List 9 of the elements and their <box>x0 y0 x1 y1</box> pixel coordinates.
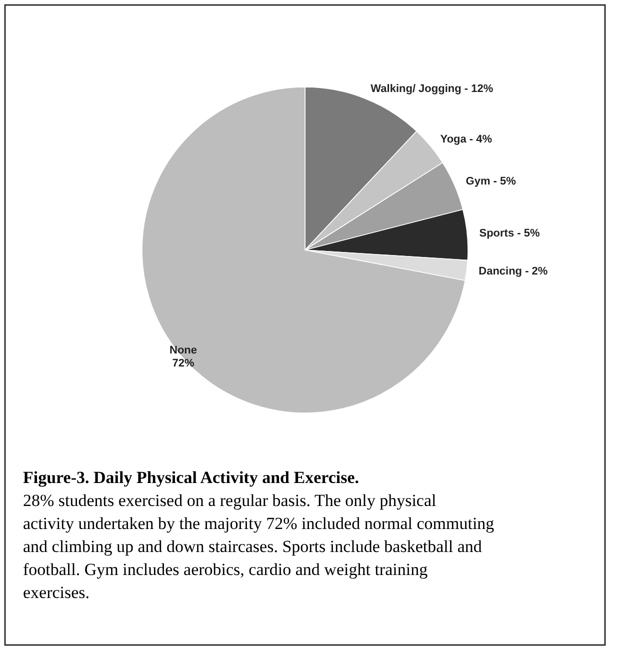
slice-label: None <box>170 344 198 357</box>
slice-label: Gym - 5% <box>466 175 516 188</box>
slice-label: Dancing - 2% <box>478 266 548 278</box>
slice-label: Walking/ Jogging - 12% <box>370 83 494 96</box>
text: 28% students exercised on a regular basis. The only physical activity undertaken by the majority 72% included normal commuting and climbing up and down staircases. Sports include basketball and football. Gym includes aerobics, cardio and weight training exercises. <box>23 491 495 602</box>
text: Figure-3. Daily Physical Activity and Exercise. <box>23 468 360 487</box>
slice-label: Sports - 5% <box>479 228 540 240</box>
data-label: 72% <box>172 358 194 370</box>
slice-label: Yoga - 4% <box>440 134 492 146</box>
